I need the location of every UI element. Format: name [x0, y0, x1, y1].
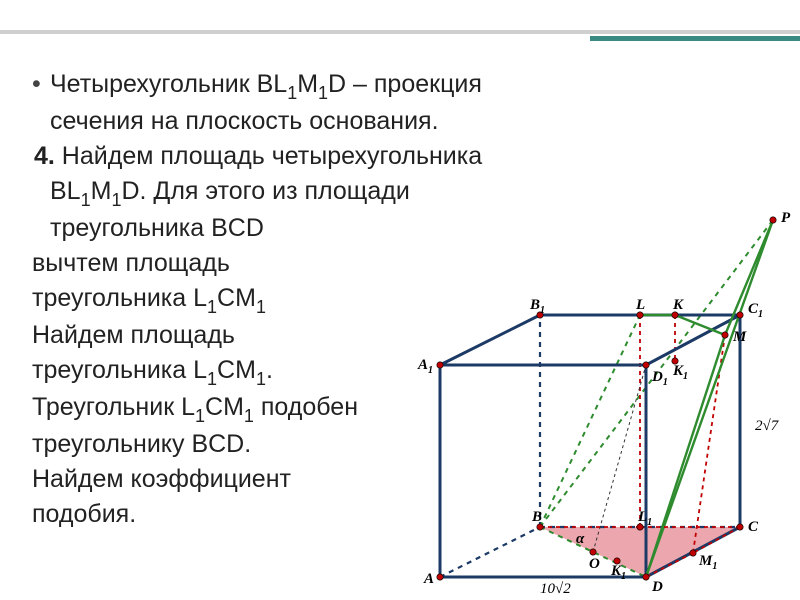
t: подобия.	[32, 500, 136, 528]
line-3: 4. Найдем площадь четырехугольника	[30, 140, 770, 174]
s: 1	[207, 369, 217, 389]
t: .	[266, 356, 273, 384]
t: M	[91, 177, 112, 205]
t: треугольнику BCD.	[32, 430, 251, 458]
s: 1	[207, 297, 217, 317]
s: 1	[111, 190, 121, 210]
svg-text:D: D	[651, 579, 663, 595]
t: Треугольник L	[32, 393, 195, 421]
svg-text:10√2: 10√2	[540, 581, 571, 597]
t: D – проекция	[328, 70, 482, 98]
t: CM	[217, 284, 256, 312]
decor-bar-gray	[0, 30, 800, 34]
decor-bar-teal	[590, 36, 800, 41]
svg-text:O: O	[589, 556, 600, 572]
svg-text:P: P	[781, 210, 791, 226]
s: 1	[287, 83, 297, 103]
svg-text:M: M	[732, 329, 747, 345]
t: подобен	[254, 393, 358, 421]
svg-text:C1: C1	[748, 301, 763, 320]
svg-text:D1: D1	[651, 369, 668, 388]
s: 1	[256, 369, 266, 389]
svg-text:α: α	[576, 531, 585, 547]
svg-text:B: B	[531, 509, 542, 525]
t: Найдем коэффициент	[32, 465, 291, 493]
t: треугольника L	[32, 284, 207, 312]
svg-text:K: K	[672, 297, 684, 313]
svg-text:M1: M1	[698, 553, 717, 572]
geometry-figure: 10√22√7ABCDA1B1C1D1LKK1ML1M1K1OPα	[385, 205, 800, 600]
t: BL	[50, 177, 81, 205]
svg-text:A1: A1	[417, 357, 433, 376]
t: сечения на плоскость основания.	[50, 107, 439, 135]
t: Найдем площадь	[32, 321, 235, 349]
svg-text:L: L	[635, 297, 645, 313]
s: 1	[244, 406, 254, 426]
s: 1	[81, 190, 91, 210]
svg-text:K1: K1	[672, 363, 688, 382]
cube-diagram: 10√22√7ABCDA1B1C1D1LKK1ML1M1K1OPα	[385, 205, 800, 600]
line-1: Четырехугольник BL1M1D – проекция	[30, 68, 770, 104]
t: Найдем площадь четырехугольника	[55, 142, 482, 170]
s: 1	[256, 297, 266, 317]
svg-text:C: C	[748, 519, 759, 535]
t: треугольника BCD	[50, 214, 264, 242]
t: CM	[217, 356, 256, 384]
t: CM	[205, 393, 244, 421]
t: треугольника L	[32, 356, 207, 384]
svg-text:B1: B1	[529, 297, 545, 316]
t: вычтем площадь	[32, 249, 230, 277]
t: 4.	[34, 142, 55, 170]
header-bars	[0, 0, 800, 60]
svg-text:2√7: 2√7	[755, 418, 780, 434]
svg-text:A: A	[423, 571, 434, 587]
t: D. Для этого из площади	[121, 177, 409, 205]
line-2: сечения на плоскость основания.	[30, 105, 770, 139]
s: 1	[195, 406, 205, 426]
s: 1	[318, 83, 328, 103]
t: M	[297, 70, 318, 98]
t: Четырехугольник BL	[50, 70, 287, 98]
